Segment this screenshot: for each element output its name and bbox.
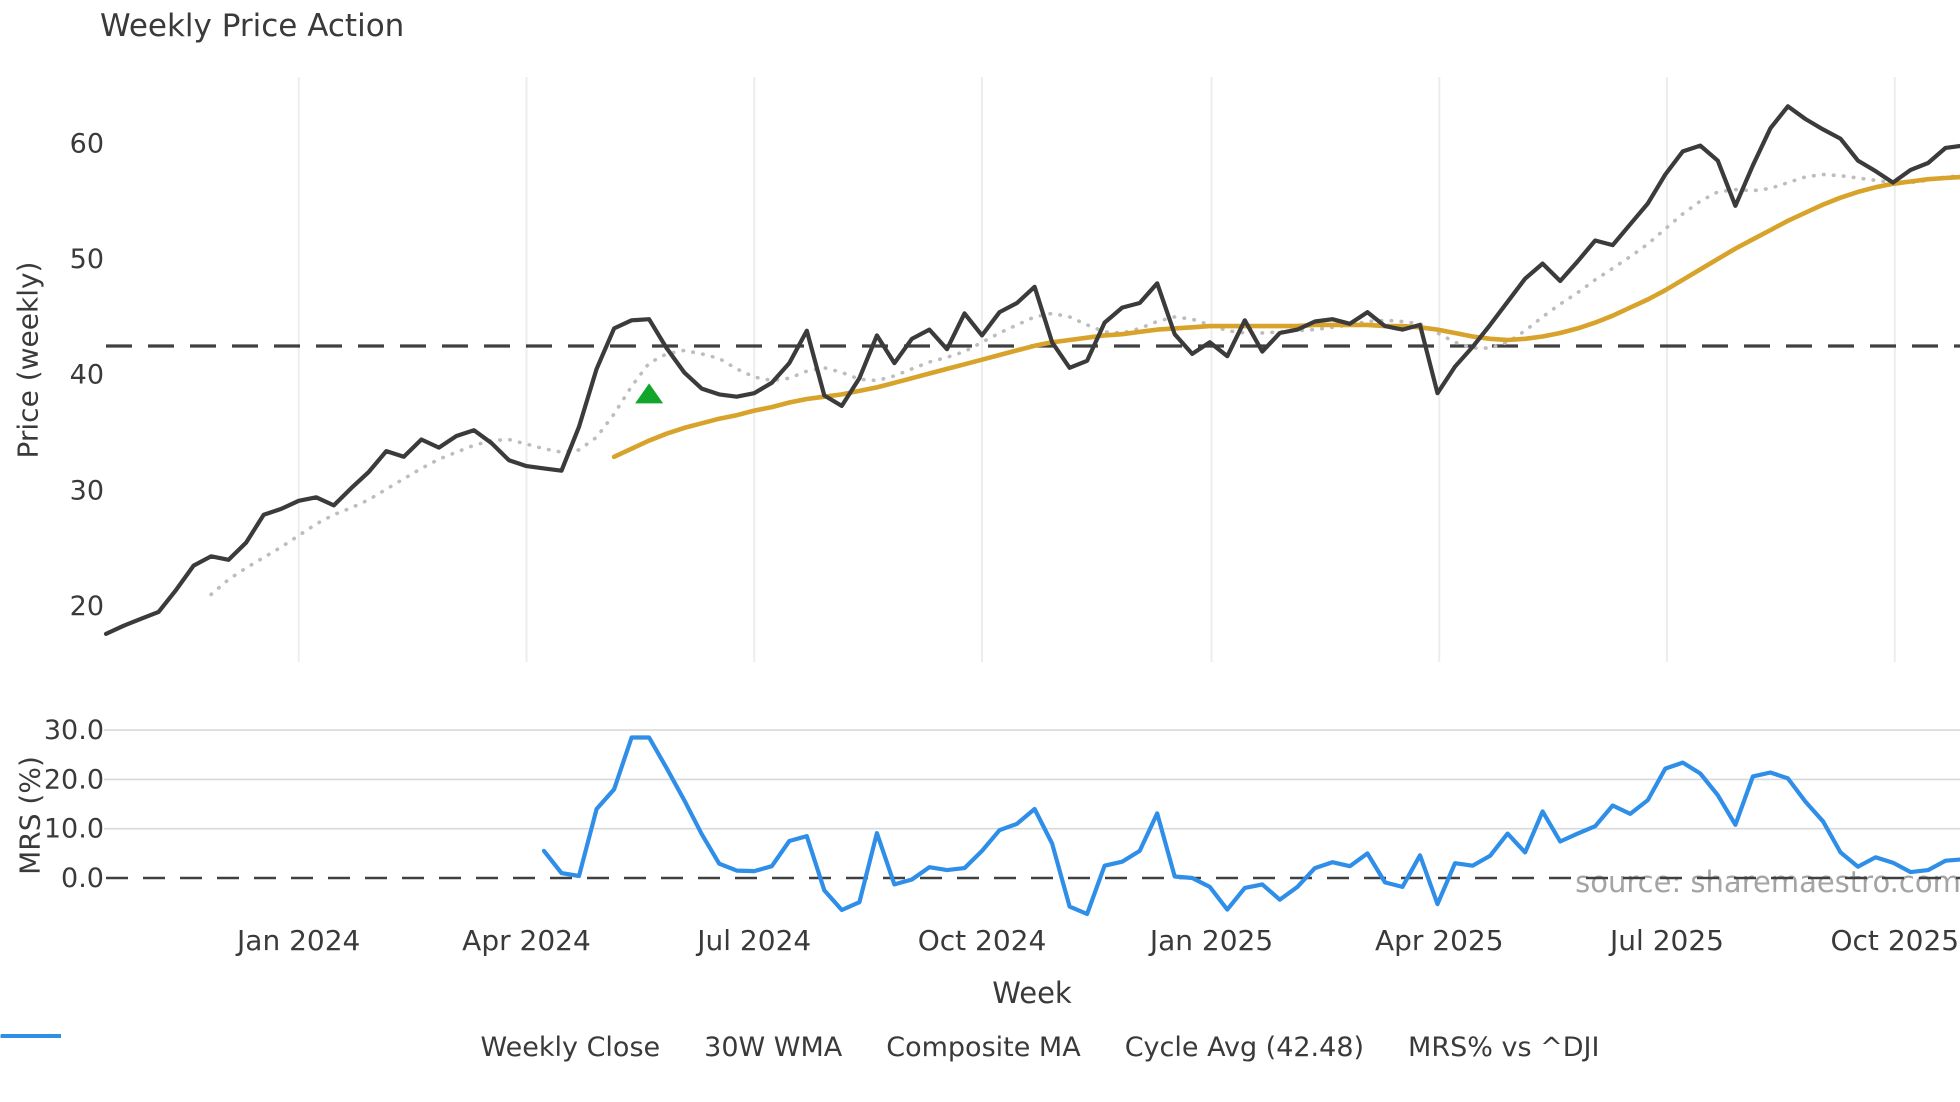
series-weekly-close xyxy=(103,104,1960,637)
price-ytick-label: 40 xyxy=(70,360,104,391)
buy-signal-triangle-icon xyxy=(635,383,664,404)
mrs-ytick-label: 10.0 xyxy=(44,814,104,845)
legend-item-weekly-close: Weekly Close xyxy=(1,1032,661,1063)
chart-title: Weekly Price Action xyxy=(100,8,405,44)
x-tick-label: Jan 2025 xyxy=(1148,924,1273,957)
legend-label: Weekly Close xyxy=(480,1032,661,1063)
x-tick-label: Oct 2025 xyxy=(1831,924,1960,957)
legend-sample-line-icon xyxy=(1,1034,61,1038)
price-ytick-label: 60 xyxy=(70,128,104,159)
chart-legend: Weekly Close 30W WMA Composite MA Cycle Avg… xyxy=(0,1032,1960,1063)
x-tick-label: Jul 2024 xyxy=(695,924,811,957)
legend-item-composite-ma: Composite MA xyxy=(0,1032,1081,1063)
mrs-ytick-label: 30.0 xyxy=(44,715,104,746)
legend-label: MRS% vs ^DJI xyxy=(1408,1032,1600,1063)
legend-item-mrs-vs-dji: MRS% vs ^DJI xyxy=(1,1032,1600,1063)
series-mrs xyxy=(541,735,1960,917)
legend-item-cycle-avg-42-48: Cycle Avg (42.48) xyxy=(1,1032,1365,1063)
x-tick-label: Apr 2025 xyxy=(1375,924,1504,957)
x-tick-label: Apr 2024 xyxy=(462,924,591,957)
mrs-ytick-label: 0.0 xyxy=(61,863,104,894)
series-composite-ma xyxy=(209,172,1960,597)
mrs-ytick-label: 20.0 xyxy=(44,764,104,795)
watermark: source: sharemaestro.com xyxy=(1575,865,1960,899)
x-tick-label: Jan 2024 xyxy=(235,924,360,957)
legend-label: 30W WMA xyxy=(704,1032,843,1063)
price-ytick-label: 50 xyxy=(70,244,104,275)
legend-label: Cycle Avg (42.48) xyxy=(1124,1032,1365,1063)
legend-label: Composite MA xyxy=(886,1032,1081,1063)
series-30w-wma xyxy=(611,174,1960,460)
legend-item-30w-wma: 30W WMA xyxy=(1,1032,843,1063)
x-tick-label: Oct 2024 xyxy=(918,924,1047,957)
price-ytick-label: 20 xyxy=(70,591,104,622)
x-axis-title: Week xyxy=(992,976,1072,1010)
x-tick-label: Jul 2025 xyxy=(1608,924,1724,957)
price-ytick-label: 30 xyxy=(70,475,104,506)
